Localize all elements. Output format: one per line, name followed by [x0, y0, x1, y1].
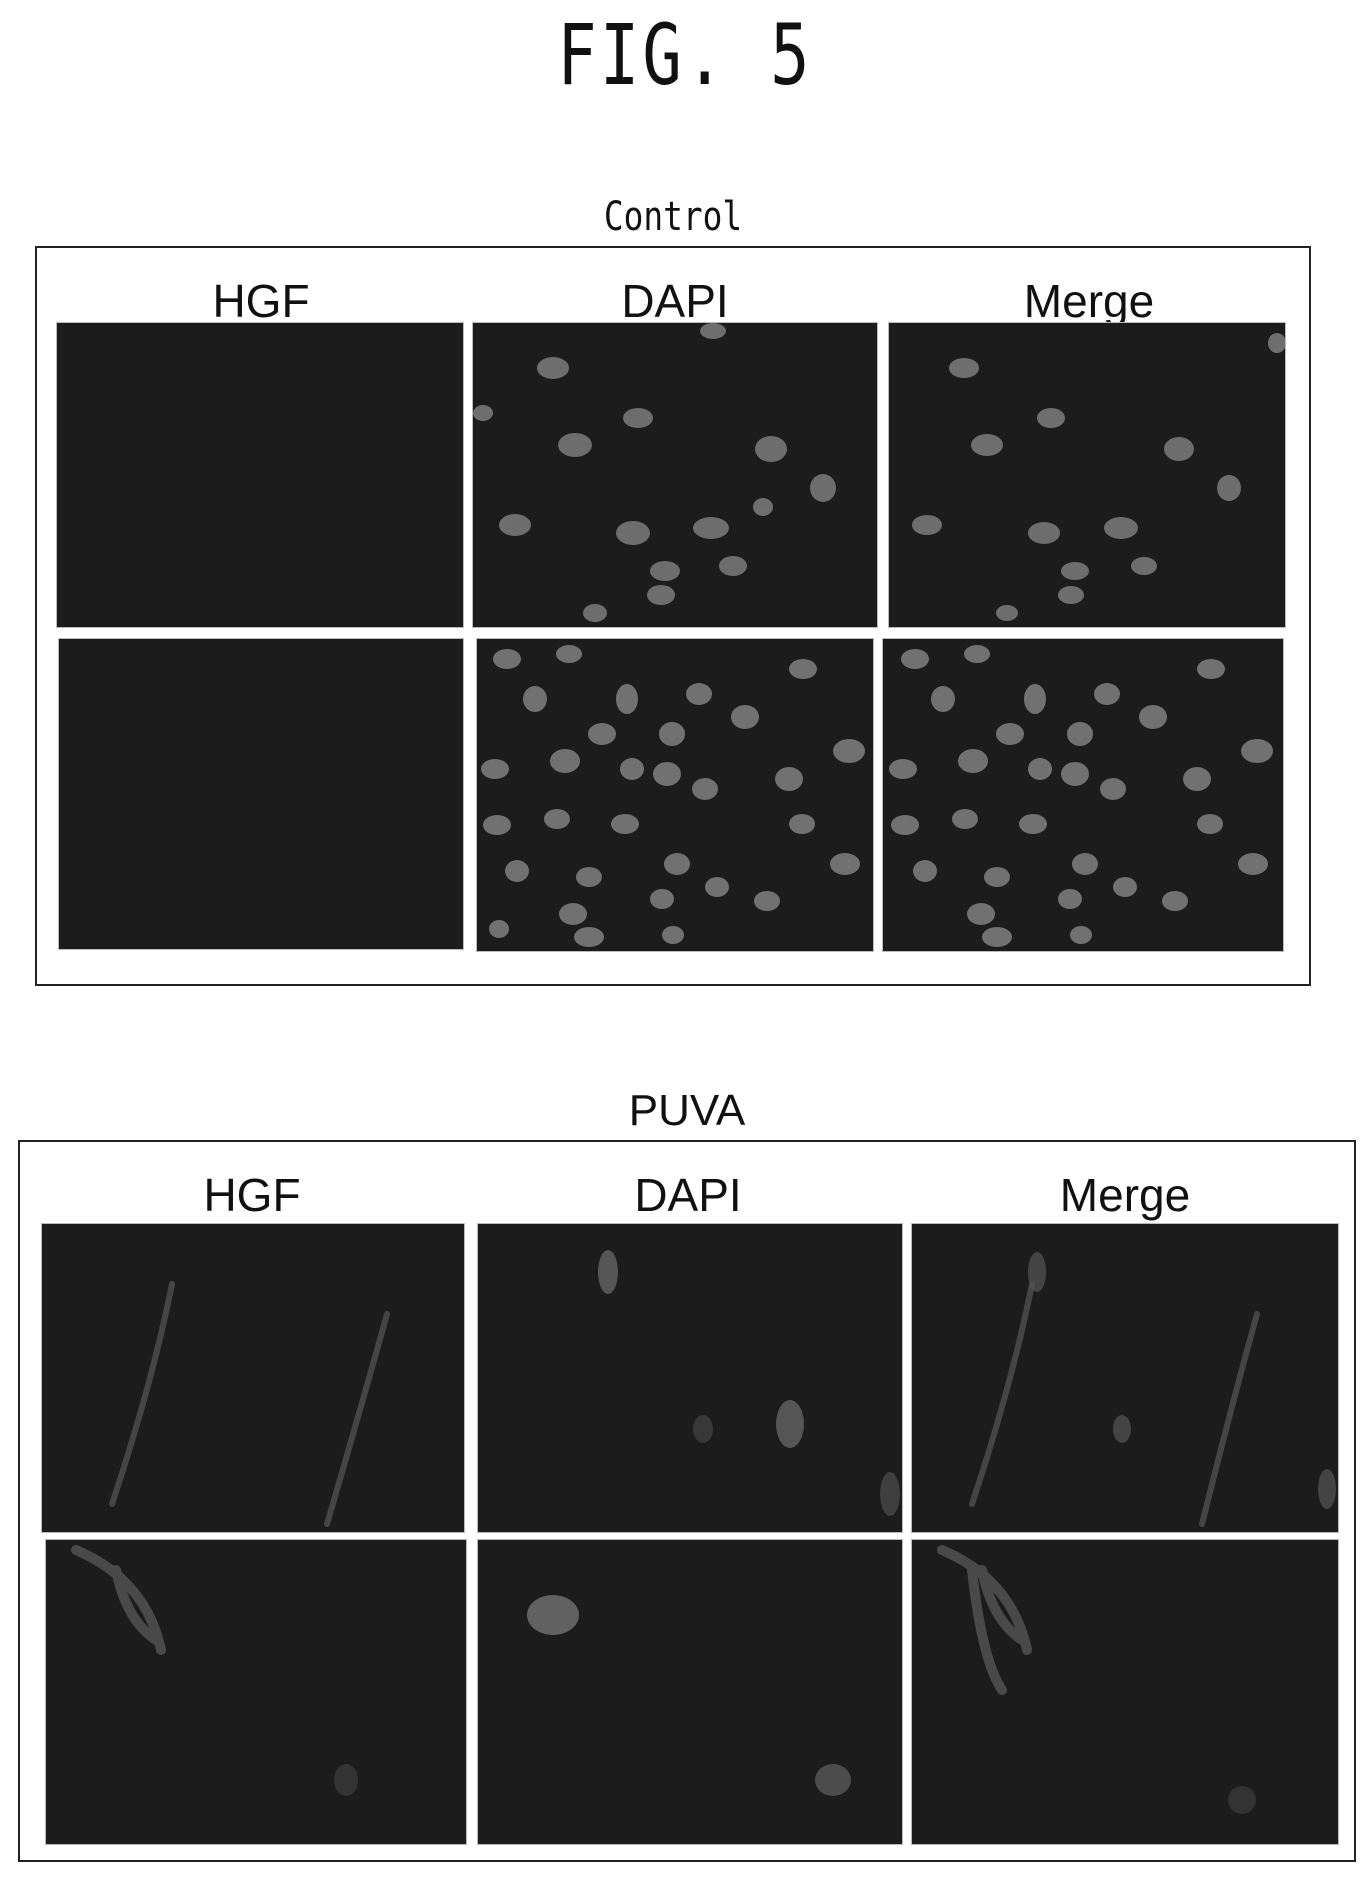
puva-hgf-image-2: [46, 1540, 466, 1844]
control-dapi-image-2: [477, 639, 873, 951]
control-merge-nuclei-2: [883, 639, 1283, 951]
puva-hgf-signal-2: [46, 1540, 466, 1844]
control-merge-image-1: [889, 323, 1285, 627]
puva-hgf-image-1: [42, 1224, 464, 1532]
control-panel: HGF DAPI Merge: [35, 246, 1311, 986]
control-merge-nuclei-1: [889, 323, 1285, 627]
puva-column-label-dapi: DAPI: [478, 1168, 898, 1222]
puva-hgf-signal-1: [42, 1224, 464, 1532]
puva-column-label-hgf: HGF: [42, 1168, 462, 1222]
control-dapi-nuclei-2: [477, 639, 873, 951]
puva-dapi-nuclei-1: [478, 1224, 902, 1532]
puva-merge-image-2: [912, 1540, 1338, 1844]
control-panel-title: Control: [150, 194, 1196, 240]
puva-panel: HGF DAPI Merge: [18, 1140, 1356, 1862]
control-dapi-image-1: [473, 323, 877, 627]
control-column-label-hgf: HGF: [59, 274, 463, 328]
figure-title: FIG. 5: [151, 6, 1220, 104]
puva-dapi-image-2: [478, 1540, 902, 1844]
control-column-label-dapi: DAPI: [473, 274, 877, 328]
control-hgf-image-2: [59, 639, 463, 949]
puva-dapi-image-1: [478, 1224, 902, 1532]
control-column-label-merge: Merge: [887, 274, 1291, 328]
puva-column-label-merge: Merge: [910, 1168, 1340, 1222]
puva-merge-image-1: [912, 1224, 1338, 1532]
puva-merge-signal-2: [912, 1540, 1338, 1844]
puva-dapi-nuclei-2: [478, 1540, 902, 1844]
control-dapi-nuclei-1: [473, 323, 877, 627]
control-merge-image-2: [883, 639, 1283, 951]
puva-merge-signal-1: [912, 1224, 1338, 1532]
puva-panel-title: PUVA: [18, 1086, 1356, 1136]
control-hgf-image-1: [57, 323, 463, 627]
